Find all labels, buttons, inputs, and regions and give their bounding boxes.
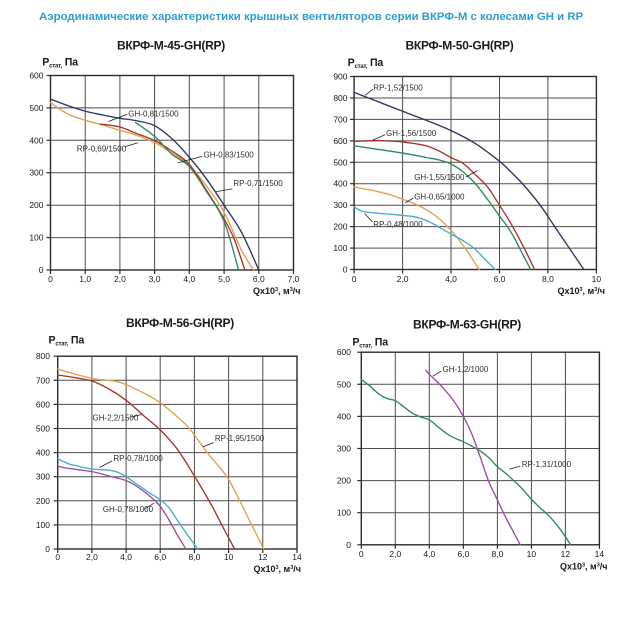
svg-text:800: 800	[36, 351, 50, 361]
svg-text:6,0: 6,0	[253, 274, 265, 284]
svg-text:200: 200	[337, 476, 351, 486]
svg-text:2,0: 2,0	[86, 552, 98, 562]
svg-text:RP-1,52/1500: RP-1,52/1500	[373, 84, 423, 93]
svg-text:4,0: 4,0	[183, 274, 195, 284]
svg-text:GH-1,56/1500: GH-1,56/1500	[386, 129, 437, 138]
svg-text:GH-1,55/1500: GH-1,55/1500	[414, 173, 465, 182]
svg-text:Qx103, м3/ч: Qx103, м3/ч	[253, 286, 301, 296]
svg-text:700: 700	[333, 114, 347, 124]
svg-text:8,0: 8,0	[491, 549, 503, 559]
svg-text:800: 800	[333, 93, 347, 103]
svg-text:4,0: 4,0	[423, 549, 435, 559]
svg-text:ВКРФ-М-45-GH(RP): ВКРФ-М-45-GH(RP)	[117, 38, 225, 52]
svg-text:4,0: 4,0	[445, 274, 457, 284]
svg-text:2,0: 2,0	[389, 549, 401, 559]
svg-text:0: 0	[39, 265, 44, 275]
svg-text:10: 10	[527, 549, 537, 559]
svg-text:ВКРФ-М-63-GH(RP): ВКРФ-М-63-GH(RP)	[413, 318, 521, 332]
svg-text:1,0: 1,0	[79, 274, 91, 284]
svg-text:RP-0,48/1000: RP-0,48/1000	[373, 220, 423, 229]
svg-text:0: 0	[45, 544, 50, 554]
svg-text:2,0: 2,0	[397, 274, 409, 284]
svg-text:12: 12	[258, 552, 268, 562]
svg-text:GH-0,81/1500: GH-0,81/1500	[128, 110, 179, 119]
svg-text:0: 0	[352, 274, 357, 284]
svg-text:4,0: 4,0	[120, 552, 132, 562]
svg-text:100: 100	[337, 508, 351, 518]
svg-text:GH-0,78/1000: GH-0,78/1000	[103, 505, 154, 514]
svg-text:200: 200	[29, 200, 43, 210]
svg-text:900: 900	[333, 72, 347, 82]
svg-text:500: 500	[36, 424, 50, 434]
svg-text:0: 0	[343, 265, 348, 275]
svg-text:600: 600	[337, 347, 351, 357]
svg-text:0: 0	[48, 274, 53, 284]
svg-text:6,0: 6,0	[457, 549, 469, 559]
svg-text:10: 10	[592, 274, 602, 284]
svg-text:600: 600	[36, 399, 50, 409]
svg-text:14: 14	[292, 552, 302, 562]
svg-text:600: 600	[333, 136, 347, 146]
svg-text:RP-0,71/1500: RP-0,71/1500	[233, 179, 283, 188]
svg-text:10: 10	[224, 552, 234, 562]
svg-text:400: 400	[29, 135, 43, 145]
svg-text:14: 14	[595, 549, 605, 559]
svg-text:6,0: 6,0	[154, 552, 166, 562]
svg-text:300: 300	[36, 472, 50, 482]
svg-text:Qx103, м3/ч: Qx103, м3/ч	[557, 286, 605, 296]
svg-text:GH-2,2/1500: GH-2,2/1500	[93, 413, 139, 422]
svg-text:700: 700	[36, 375, 50, 385]
svg-text:7,0: 7,0	[288, 274, 300, 284]
svg-text:RP-0,78/1000: RP-0,78/1000	[113, 454, 163, 463]
svg-text:300: 300	[337, 444, 351, 454]
svg-text:100: 100	[36, 520, 50, 530]
svg-text:500: 500	[29, 103, 43, 113]
svg-text:6,0: 6,0	[494, 274, 506, 284]
svg-text:500: 500	[337, 379, 351, 389]
svg-text:500: 500	[333, 157, 347, 167]
svg-text:600: 600	[29, 71, 43, 81]
svg-text:0: 0	[55, 552, 60, 562]
svg-text:300: 300	[333, 200, 347, 210]
svg-text:8,0: 8,0	[542, 274, 554, 284]
svg-text:12: 12	[561, 549, 571, 559]
svg-text:ВКРФ-М-56-GH(RP): ВКРФ-М-56-GH(RP)	[126, 316, 234, 330]
svg-text:GH-0,83/1500: GH-0,83/1500	[204, 151, 255, 160]
svg-text:400: 400	[333, 179, 347, 189]
svg-text:Qx103, м3/ч: Qx103, м3/ч	[253, 564, 301, 574]
svg-text:RP-1,95/1500: RP-1,95/1500	[215, 434, 265, 443]
svg-text:200: 200	[333, 222, 347, 232]
svg-text:200: 200	[36, 496, 50, 506]
svg-text:100: 100	[333, 243, 347, 253]
svg-text:400: 400	[337, 411, 351, 421]
svg-text:Аэродинамические характеристик: Аэродинамические характеристики крышных …	[39, 11, 584, 23]
svg-text:ВКРФ-М-50-GH(RP): ВКРФ-М-50-GH(RP)	[405, 39, 513, 53]
svg-text:100: 100	[29, 233, 43, 243]
svg-text:0: 0	[359, 549, 364, 559]
svg-text:2,0: 2,0	[114, 274, 126, 284]
svg-text:400: 400	[36, 448, 50, 458]
svg-text:GH-1,2/1000: GH-1,2/1000	[443, 365, 489, 374]
svg-text:300: 300	[29, 168, 43, 178]
svg-text:RP-0,69/1500: RP-0,69/1500	[77, 145, 127, 154]
svg-text:0: 0	[346, 540, 351, 550]
svg-text:GH-0,65/1000: GH-0,65/1000	[414, 193, 465, 202]
svg-text:3,0: 3,0	[149, 274, 161, 284]
svg-text:5,0: 5,0	[218, 274, 230, 284]
svg-text:Qx103, м3/ч: Qx103, м3/ч	[560, 562, 608, 572]
svg-text:8,0: 8,0	[188, 552, 200, 562]
svg-text:RP-1,31/1000: RP-1,31/1000	[522, 460, 572, 469]
